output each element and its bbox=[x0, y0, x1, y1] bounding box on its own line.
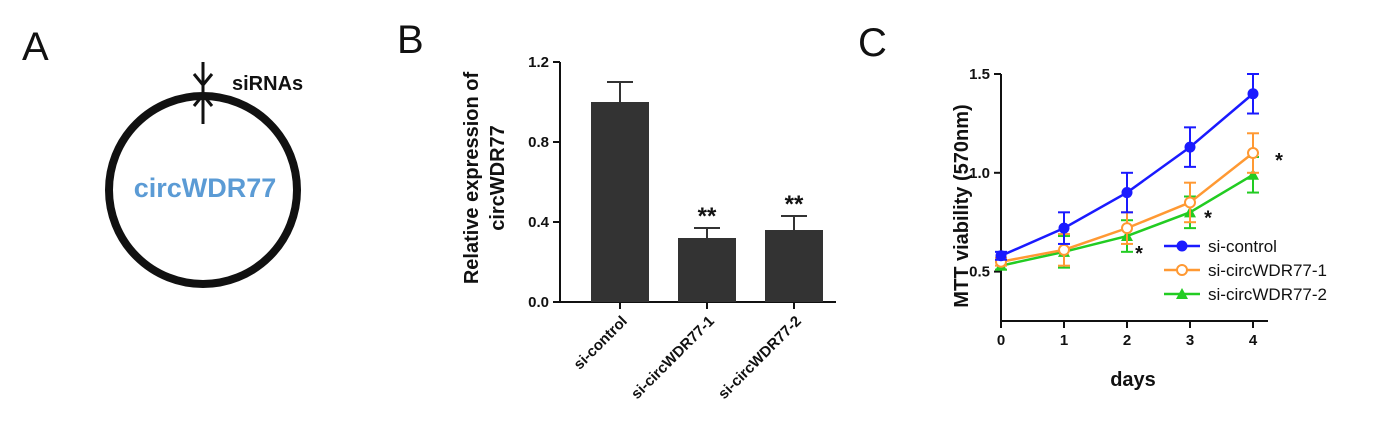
bar bbox=[678, 238, 736, 302]
panel-b-letter: B bbox=[397, 18, 424, 62]
bar-y-tick-label: 0.4 bbox=[528, 214, 550, 231]
line-x-tick-label: 2 bbox=[1123, 332, 1131, 349]
panel-c-letter: C bbox=[858, 21, 887, 65]
line-point bbox=[1247, 147, 1259, 160]
line-point bbox=[1247, 88, 1259, 100]
bar-y-tick-label: 0.0 bbox=[528, 294, 549, 311]
legend-marker bbox=[1176, 264, 1188, 276]
bar-y-tick-label: 0.8 bbox=[528, 134, 549, 151]
panel-c: C MTT viability (570nm) days 0.5 1.0 1.5 0 1… bbox=[858, 21, 1327, 391]
panel-a: A siRNAs circWDR77 bbox=[22, 25, 303, 288]
circrna-label: circWDR77 bbox=[134, 173, 277, 203]
legend-label: si-circWDR77-1 bbox=[1208, 261, 1327, 280]
sirna-label: siRNAs bbox=[232, 73, 303, 95]
arrow-down-icon bbox=[192, 62, 214, 124]
line-y-tick-label: 1.0 bbox=[969, 165, 990, 182]
line-x-tick-label: 3 bbox=[1186, 332, 1194, 349]
line-x-tick-label: 0 bbox=[997, 332, 1005, 349]
bar-ylabel-line1: Relative expression of bbox=[461, 72, 483, 285]
bar-category-label: si-control bbox=[570, 313, 630, 373]
line-y-tick-label: 1.5 bbox=[969, 66, 990, 83]
line-point bbox=[1121, 187, 1133, 199]
line-ylabel: MTT viability (570nm) bbox=[951, 104, 973, 307]
bar-category-label: si-circWDR77-1 bbox=[628, 313, 718, 403]
legend-marker bbox=[1176, 288, 1188, 299]
bar bbox=[765, 230, 823, 302]
line-point bbox=[1184, 196, 1196, 209]
line-point bbox=[1184, 141, 1196, 153]
panel-a-letter: A bbox=[22, 25, 49, 69]
line-point bbox=[1058, 222, 1070, 234]
bar-y-tick-label: 1.2 bbox=[528, 54, 549, 71]
line-significance-label: * bbox=[1135, 243, 1143, 265]
bar bbox=[591, 102, 649, 302]
line-significance-label: * bbox=[1204, 207, 1212, 229]
line-xlabel: days bbox=[1110, 369, 1156, 391]
panel-b: B Relative expression of circWDR77 0.00.… bbox=[397, 18, 836, 403]
legend-label: si-circWDR77-2 bbox=[1208, 285, 1327, 304]
line-point bbox=[1121, 222, 1133, 235]
legend-marker bbox=[1176, 240, 1188, 252]
line-x-tick-label: 4 bbox=[1249, 332, 1258, 349]
legend-label: si-control bbox=[1208, 237, 1277, 256]
bar-significance-label: ** bbox=[785, 191, 804, 218]
line-point bbox=[1058, 243, 1070, 256]
line-point bbox=[995, 250, 1007, 262]
bar-ylabel-line2: circWDR77 bbox=[487, 125, 509, 231]
line-point bbox=[1247, 168, 1259, 180]
bar-category-label: si-circWDR77-2 bbox=[715, 313, 805, 403]
line-significance-label: * bbox=[1275, 150, 1283, 172]
bar-significance-label: ** bbox=[698, 203, 717, 230]
line-y-tick-label: 0.5 bbox=[969, 264, 990, 281]
line-x-tick-label: 1 bbox=[1060, 332, 1068, 349]
line-chart: 0.5 1.0 1.5 0 1 2 3 4 * * * si-control si-circWDR77-… bbox=[969, 66, 1327, 349]
